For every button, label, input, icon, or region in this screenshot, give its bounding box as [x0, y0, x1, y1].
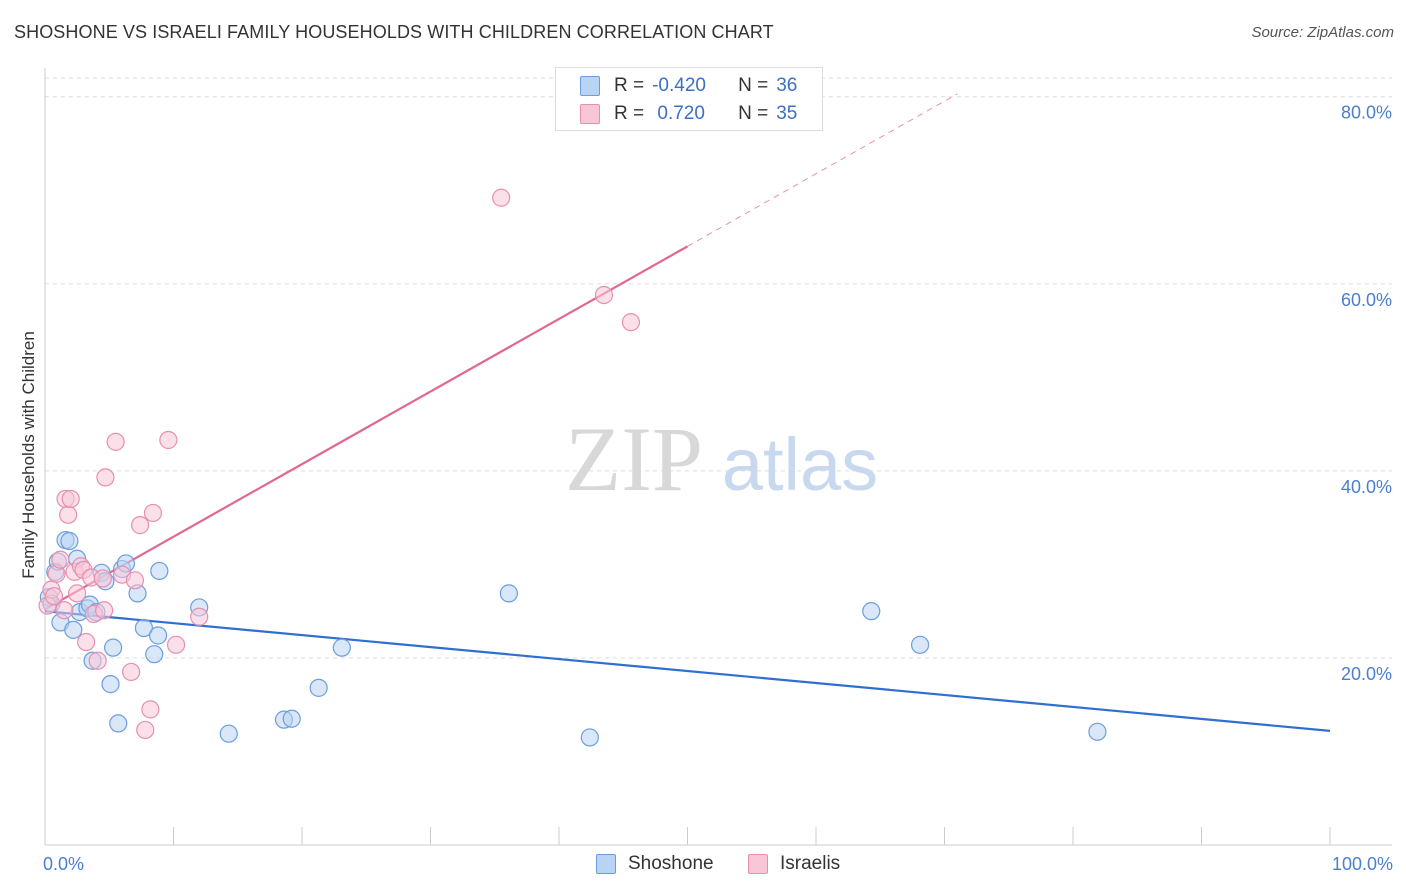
israelis-point: [44, 587, 64, 606]
y-tick-label: 80.0%: [1341, 103, 1392, 123]
israelis-point: [95, 601, 114, 620]
axes: [44, 68, 1392, 846]
israelis-trend-line: [44, 245, 689, 611]
bottom-legend-label: Shoshone: [628, 853, 714, 874]
shoshone-point: [148, 626, 168, 645]
israelis-point: [93, 569, 112, 588]
israelis-point: [51, 550, 70, 569]
israelis-point: [136, 720, 155, 740]
chart-title: SHOSHONE VS ISRAELI FAMILY HOUSEHOLDS WI…: [14, 22, 774, 42]
y-axis-label: Family Households with Children: [19, 331, 38, 579]
shoshone-point: [332, 638, 351, 657]
israelis-point: [594, 285, 614, 305]
x-tick-label: 100.0%: [1332, 854, 1393, 874]
israelis-point: [61, 489, 80, 509]
shoshone-point: [104, 638, 123, 657]
israelis-point: [130, 516, 150, 535]
correlation-legend: R = -0.420 N = 36 R = 0.720 N = 35: [555, 67, 823, 131]
legend-r-label: R =: [614, 103, 645, 124]
legend-swatch-israelis: [580, 104, 600, 124]
legend-r-label: R =: [614, 75, 645, 96]
tick-labels: 20.0% 40.0% 60.0% 80.0% 0.0% 100.0%: [43, 103, 1393, 874]
legend-n-value: 35: [776, 103, 798, 124]
x-tick-label: 0.0%: [43, 854, 84, 874]
legend-r-value: -0.420: [652, 75, 706, 96]
shoshone-point: [60, 531, 79, 551]
israelis-point: [159, 430, 178, 450]
shoshone-point: [580, 728, 599, 747]
gridlines: [45, 77, 1392, 659]
legend-swatch-shoshone: [580, 76, 600, 96]
bottom-legend-swatch-shoshone: [596, 854, 616, 874]
israelis-trend-extension: [687, 93, 958, 247]
legend-n-label: N =: [738, 75, 769, 96]
y-tick-label: 20.0%: [1341, 664, 1392, 684]
y-tick-label: 60.0%: [1341, 290, 1392, 310]
shoshone-point: [282, 709, 301, 728]
israelis-point: [143, 503, 163, 523]
israelis-point: [190, 607, 209, 626]
israelis-point: [121, 662, 141, 682]
israelis-point: [59, 505, 78, 524]
watermark-zip: ZIP: [565, 408, 703, 510]
source-note: Source: ZipAtlas.com: [1251, 24, 1394, 41]
shoshone-trend-line: [44, 610, 1331, 732]
israelis-point: [125, 571, 145, 590]
shoshone-point: [499, 584, 518, 603]
legend-row-israelis: R = 0.720 N = 35: [580, 101, 797, 127]
shoshone-point: [134, 618, 154, 638]
shoshone-point: [219, 724, 238, 743]
bottom-legend-shoshone: Shoshone: [596, 851, 714, 877]
shoshone-point: [109, 714, 128, 733]
shoshone-point: [145, 645, 164, 664]
israelis-point: [55, 601, 74, 620]
shoshone-point: [101, 675, 120, 694]
israelis-point: [166, 635, 186, 654]
israelis-point: [621, 313, 641, 332]
watermark: ZIP atlas: [565, 408, 878, 510]
y-tick-label: 40.0%: [1341, 477, 1392, 497]
legend-row-shoshone: R = -0.420 N = 36: [580, 73, 797, 99]
shoshone-point: [910, 635, 930, 654]
legend-n-value: 36: [776, 75, 798, 96]
bottom-legend-israelis: Israelis: [748, 851, 840, 877]
bottom-legend-swatch-israelis: [748, 854, 768, 874]
watermark-atlas: atlas: [722, 423, 878, 506]
israelis-point: [106, 432, 125, 451]
shoshone-point: [150, 561, 169, 581]
israelis-point: [492, 188, 511, 207]
israelis-point: [88, 651, 107, 670]
legend-r-value: 0.720: [652, 103, 705, 124]
shoshone-point: [309, 678, 328, 697]
trend-lines: [44, 93, 1331, 732]
data-points: [38, 188, 1107, 747]
shoshone-point: [1088, 722, 1107, 741]
shoshone-point: [862, 602, 881, 621]
shoshone-point: [64, 620, 83, 639]
bottom-legend-label: Israelis: [780, 853, 841, 874]
israelis-point: [141, 700, 160, 719]
legend-n-label: N =: [738, 103, 769, 124]
israelis-point: [77, 632, 96, 652]
israelis-point: [96, 468, 115, 487]
israelis-point: [68, 584, 87, 603]
